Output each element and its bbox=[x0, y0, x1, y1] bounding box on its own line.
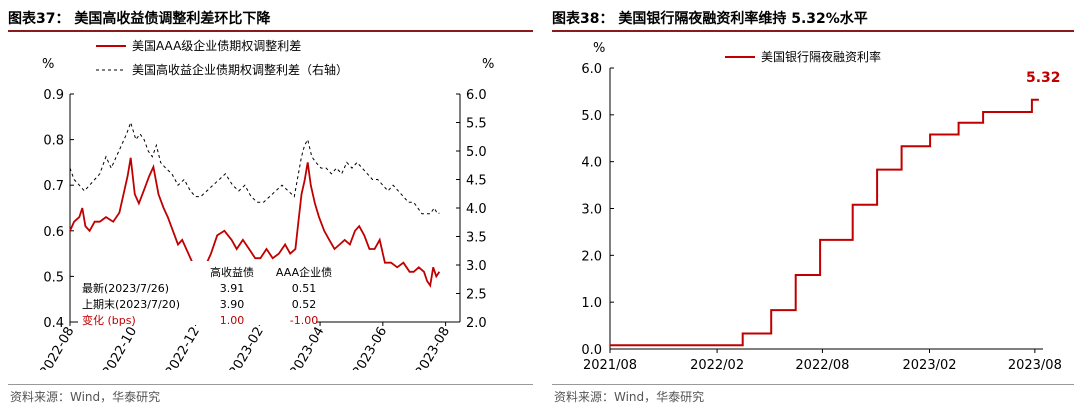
left-title-rule bbox=[8, 30, 533, 32]
high-yield-spread-line bbox=[69, 120, 440, 215]
rate-y-tick-label: 5.0 bbox=[581, 109, 602, 124]
legend-label-hy: 美国高收益企业债期权调整利差（右轴） bbox=[132, 62, 348, 77]
right-chart: % 美国银行隔夜融资利率 0.0 1.0 2.0 3.0 4.0 5.0 6.0 2021/0… bbox=[581, 41, 1062, 373]
right-source: 资料来源：Wind，华泰研究 bbox=[554, 390, 705, 404]
rate-y-tick-label: 6.0 bbox=[581, 62, 602, 77]
left-y-tick-label: 0.8 bbox=[43, 134, 64, 149]
left-source: 资料来源：Wind，华泰研究 bbox=[10, 390, 161, 404]
rate-x-tick-label: 2022/02 bbox=[690, 358, 744, 373]
rate-unit-label: % bbox=[593, 41, 605, 56]
summary-table-cell: 0.51 bbox=[292, 282, 317, 295]
rate-x-tick-label: 2022/08 bbox=[795, 358, 849, 373]
x-tick-label: 2022-12 bbox=[163, 325, 203, 371]
summary-table-cell: 最新(2023/7/26) bbox=[82, 281, 169, 295]
right-y-tick-label: 5.5 bbox=[466, 117, 487, 132]
rate-y-tick-label: 3.0 bbox=[581, 203, 602, 218]
summary-table-cell: 0.52 bbox=[292, 298, 317, 311]
summary-table-cell: 1.00 bbox=[220, 314, 245, 327]
summary-table-cell: 3.91 bbox=[220, 282, 245, 295]
left-y-tick-label: 0.4 bbox=[43, 316, 64, 331]
rate-y-tick-label: 1.0 bbox=[581, 296, 602, 311]
summary-table-bg bbox=[78, 261, 316, 325]
right-y-tick-label: 4.5 bbox=[466, 174, 487, 189]
left-y-tick-label: 0.5 bbox=[43, 270, 64, 285]
last-value-label: 5.32 bbox=[1026, 70, 1061, 86]
x-tick-label: 2023-06 bbox=[350, 325, 390, 371]
x-tick-label: 2023-02 bbox=[227, 325, 267, 371]
right-y-tick-label: 5.0 bbox=[466, 145, 487, 160]
right-unit-label: % bbox=[482, 57, 494, 72]
legend-label-rate: 美国银行隔夜融资利率 bbox=[761, 49, 881, 64]
x-tick-label: 2023-04 bbox=[287, 325, 327, 371]
left-chart: % % 美国AAA级企业债期权调整利差 美国高收益企业债期权调整利差（右轴） 0… bbox=[37, 38, 494, 371]
x-tick-label: 2022-08 bbox=[37, 325, 77, 371]
summary-table-cell: 上期末(2023/7/20) bbox=[82, 297, 180, 311]
right-y-tick-label: 3.0 bbox=[466, 259, 487, 274]
x-tick-label: 2023-08 bbox=[413, 325, 453, 371]
rate-x-tick-label: 2021/08 bbox=[583, 358, 637, 373]
right-y-tick-label: 3.5 bbox=[466, 231, 487, 246]
summary-table-cell: -1.00 bbox=[290, 314, 318, 327]
right-chart-title: 图表38： 美国银行隔夜融资利率维持 5.32%水平 bbox=[552, 11, 868, 27]
rate-x-tick-label: 2023/08 bbox=[1008, 358, 1062, 373]
left-y-tick-label: 0.9 bbox=[43, 88, 64, 103]
legend-label-aaa: 美国AAA级企业债期权调整利差 bbox=[132, 38, 301, 53]
right-y-tick-label: 6.0 bbox=[466, 88, 487, 103]
left-chart-title: 图表37： 美国高收益债调整利差环比下降 bbox=[8, 11, 271, 27]
left-source-rule bbox=[8, 384, 533, 385]
left-y-tick-label: 0.6 bbox=[43, 225, 64, 240]
rate-y-tick-label: 0.0 bbox=[581, 343, 602, 358]
right-y-tick-label: 2.0 bbox=[466, 316, 487, 331]
x-tick-label: 2022-10 bbox=[100, 325, 140, 371]
overnight-rate-line bbox=[610, 98, 1039, 347]
aaa-spread-line bbox=[69, 157, 441, 288]
right-source-rule bbox=[552, 384, 1074, 385]
summary-table-header: 高收益债 bbox=[210, 265, 254, 279]
summary-table-cell: 变化 (bps) bbox=[82, 313, 136, 327]
right-y-tick-label: 2.5 bbox=[466, 288, 487, 303]
rate-y-tick-label: 2.0 bbox=[581, 249, 602, 264]
left-unit-label: % bbox=[42, 57, 54, 72]
rate-x-tick-label: 2023/02 bbox=[903, 358, 957, 373]
summary-table-header: AAA企业债 bbox=[276, 265, 332, 279]
summary-table-cell: 3.90 bbox=[220, 298, 245, 311]
left-y-tick-label: 0.7 bbox=[43, 179, 64, 194]
right-y-tick-label: 4.0 bbox=[466, 202, 487, 217]
rate-y-tick-label: 4.0 bbox=[581, 156, 602, 171]
right-title-rule bbox=[552, 30, 1074, 32]
